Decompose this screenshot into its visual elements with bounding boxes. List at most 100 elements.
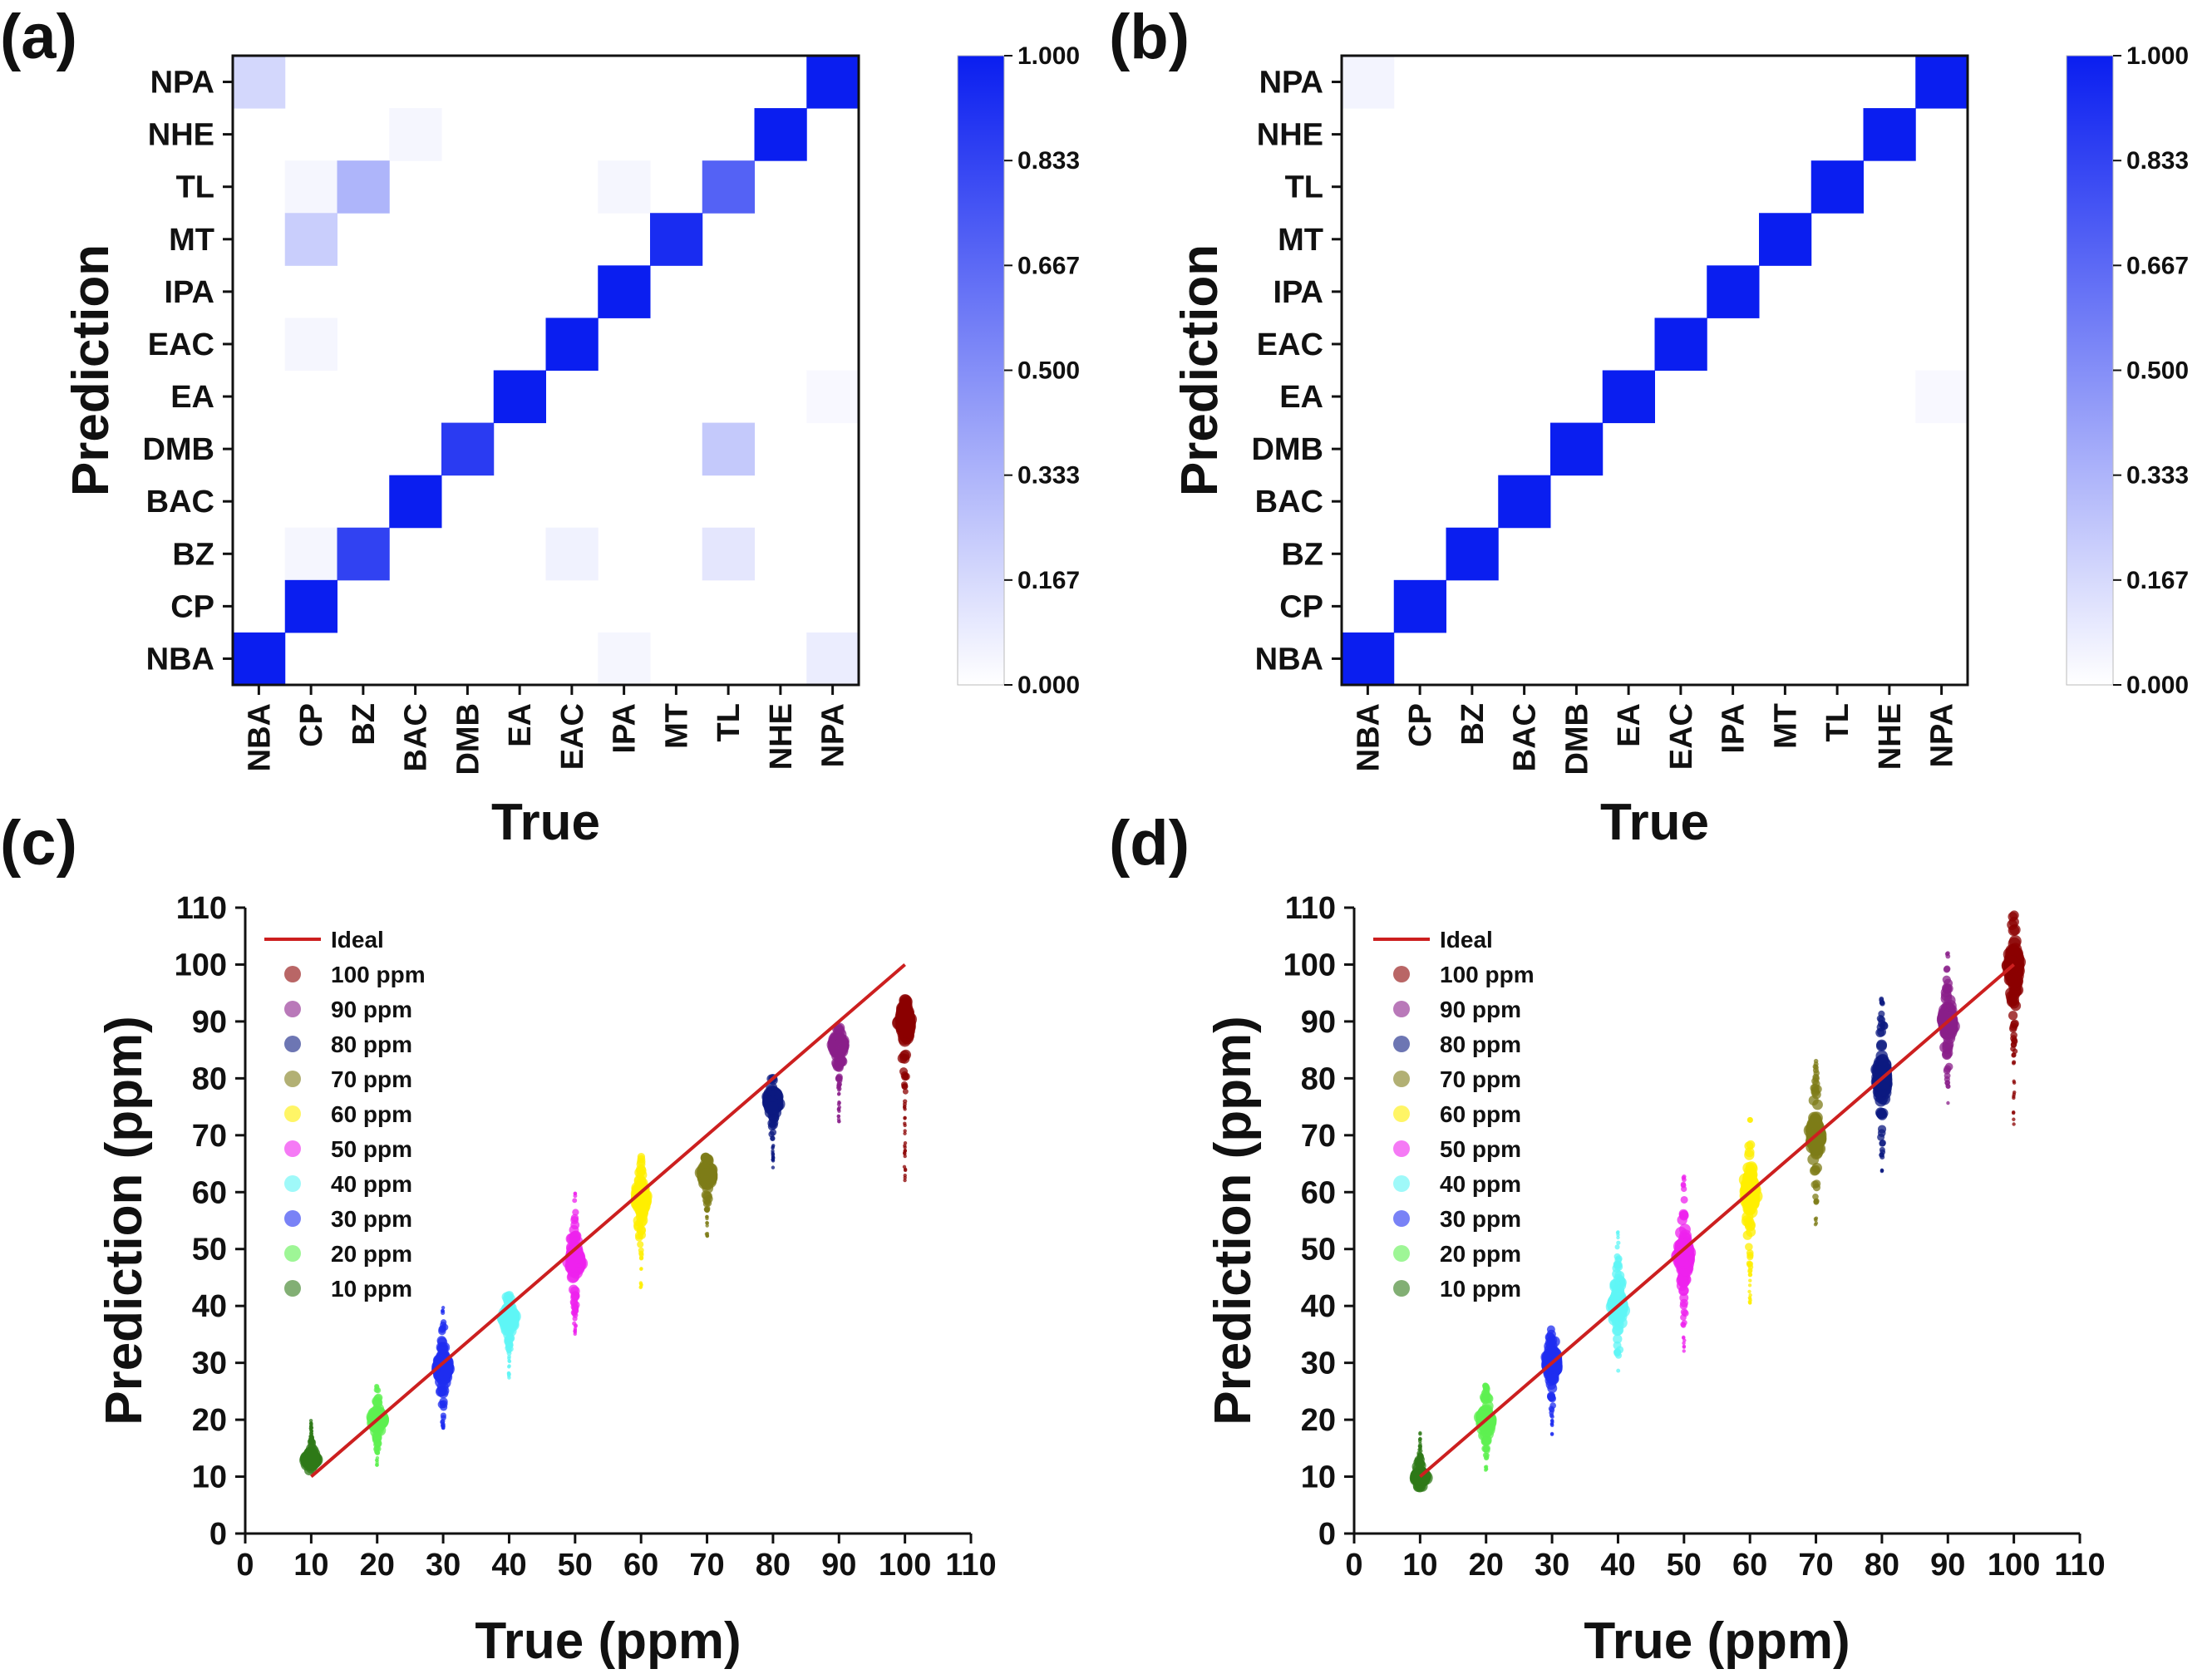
data-point xyxy=(1747,1117,1753,1123)
x-tick-label: IPA xyxy=(1717,703,1751,754)
data-point xyxy=(1810,1083,1820,1092)
legend-label: 20 ppm xyxy=(1440,1241,1521,1267)
legend-marker xyxy=(1393,1105,1410,1122)
data-point xyxy=(309,1421,313,1425)
heatmap-cell xyxy=(650,213,703,266)
data-point xyxy=(1745,1168,1758,1181)
heatmap-cell xyxy=(284,527,337,581)
data-point xyxy=(901,1083,909,1091)
x-tick-label: BZ xyxy=(1456,703,1490,746)
y-tick-label: EAC xyxy=(148,327,214,362)
y-tick-label: EA xyxy=(170,380,214,415)
data-point xyxy=(1876,1022,1885,1031)
data-point xyxy=(1613,1253,1621,1260)
colorbar xyxy=(2066,55,2114,686)
y-tick-label: DMB xyxy=(1251,432,1323,467)
y-tick-label: 50 xyxy=(1301,1233,1336,1268)
x-tick-label: 80 xyxy=(1865,1548,1899,1583)
data-point xyxy=(375,1455,380,1460)
y-tick-label: BAC xyxy=(1255,485,1323,519)
y-tick-label: 110 xyxy=(176,891,227,926)
data-point xyxy=(507,1376,511,1380)
data-point xyxy=(899,1007,914,1022)
heatmap-cell xyxy=(284,318,337,371)
data-point xyxy=(1945,953,1951,959)
data-point xyxy=(1877,1133,1885,1141)
plot-frame xyxy=(231,54,860,687)
x-tick-label: 30 xyxy=(426,1548,461,1583)
heatmap-cell xyxy=(389,108,442,161)
data-point xyxy=(440,1361,455,1376)
legend-label: 90 ppm xyxy=(1440,997,1521,1022)
legend-label: 30 ppm xyxy=(1440,1206,1521,1232)
data-point xyxy=(2009,910,2019,920)
data-point xyxy=(1747,1273,1753,1278)
data-point xyxy=(1550,1423,1554,1428)
heatmap-cell xyxy=(702,160,755,214)
heatmap-cell xyxy=(1810,160,1864,214)
x-tick-label: NHE xyxy=(764,703,799,770)
data-point xyxy=(638,1255,644,1260)
legend-label: 50 ppm xyxy=(331,1136,412,1162)
scatter-c: 0 10 20 30 40 50 60 70 80 90 100 110 0 10 20 30 40 50 60 70… xyxy=(96,891,997,1670)
data-point xyxy=(766,1101,779,1115)
data-point xyxy=(827,1040,842,1055)
data-point xyxy=(573,1191,578,1196)
data-point xyxy=(700,1153,712,1164)
data-point xyxy=(1747,1261,1754,1268)
legend-label: 10 ppm xyxy=(331,1276,412,1302)
data-point xyxy=(639,1267,643,1271)
data-point xyxy=(2012,1060,2017,1065)
x-tick-label: 80 xyxy=(756,1548,791,1583)
data-point xyxy=(1875,1040,1887,1051)
data-point xyxy=(1748,1278,1752,1283)
data-point xyxy=(1482,1382,1489,1390)
heatmap-cell xyxy=(806,370,860,424)
legend-marker xyxy=(284,966,301,982)
x-tick-label: 0 xyxy=(236,1548,254,1583)
data-point xyxy=(1746,1253,1754,1261)
y-tick-label: MT xyxy=(1278,223,1323,258)
colorbar-tick-label: 0.500 xyxy=(2126,357,2189,385)
y-tick-label: 0 xyxy=(209,1517,227,1552)
data-point xyxy=(705,1233,709,1238)
data-point xyxy=(837,1100,841,1105)
y-tick-label: 100 xyxy=(175,948,227,982)
data-point xyxy=(1680,1322,1686,1327)
data-point xyxy=(1944,1065,1952,1073)
x-tick-label: 90 xyxy=(1930,1548,1965,1583)
data-point xyxy=(1747,1268,1753,1273)
heatmap-a: NPA NHE TL MT IPA EAC EA DMB BAC BZ CP NBA NBA CP BZ BA… xyxy=(62,42,1080,851)
data-point xyxy=(837,1091,841,1096)
data-point xyxy=(1813,1199,1820,1205)
data-point xyxy=(1549,1432,1554,1436)
y-tick-label: NPA xyxy=(1259,66,1323,101)
data-point xyxy=(2011,1051,2017,1057)
x-tick-label: 50 xyxy=(558,1548,593,1583)
legend-marker xyxy=(284,1140,301,1157)
data-point xyxy=(902,1099,908,1104)
data-point xyxy=(2012,1079,2016,1084)
data-point xyxy=(308,1431,313,1435)
y-tick-label: NPA xyxy=(150,66,214,101)
y-tick-label: IPA xyxy=(1273,275,1323,310)
data-point xyxy=(633,1188,648,1203)
x-axis-title: True xyxy=(491,794,600,851)
legend-marker xyxy=(284,1280,301,1297)
data-point xyxy=(837,1120,841,1124)
colorbar-tick-label: 1.000 xyxy=(2126,42,2189,70)
colorbar-tick-label: 1.000 xyxy=(1017,42,1080,70)
data-point xyxy=(572,1316,578,1322)
series-50-ppm xyxy=(562,1191,589,1337)
data-point xyxy=(1810,1180,1820,1189)
series-80-ppm xyxy=(761,1074,786,1169)
data-point xyxy=(902,1088,909,1095)
series-60-ppm xyxy=(1738,1116,1763,1305)
heatmap-cell xyxy=(598,265,651,318)
legend-marker xyxy=(284,1175,301,1192)
data-point xyxy=(1814,1221,1819,1225)
data-point xyxy=(1812,1099,1823,1110)
data-point xyxy=(636,1202,650,1215)
data-point xyxy=(903,1131,907,1135)
